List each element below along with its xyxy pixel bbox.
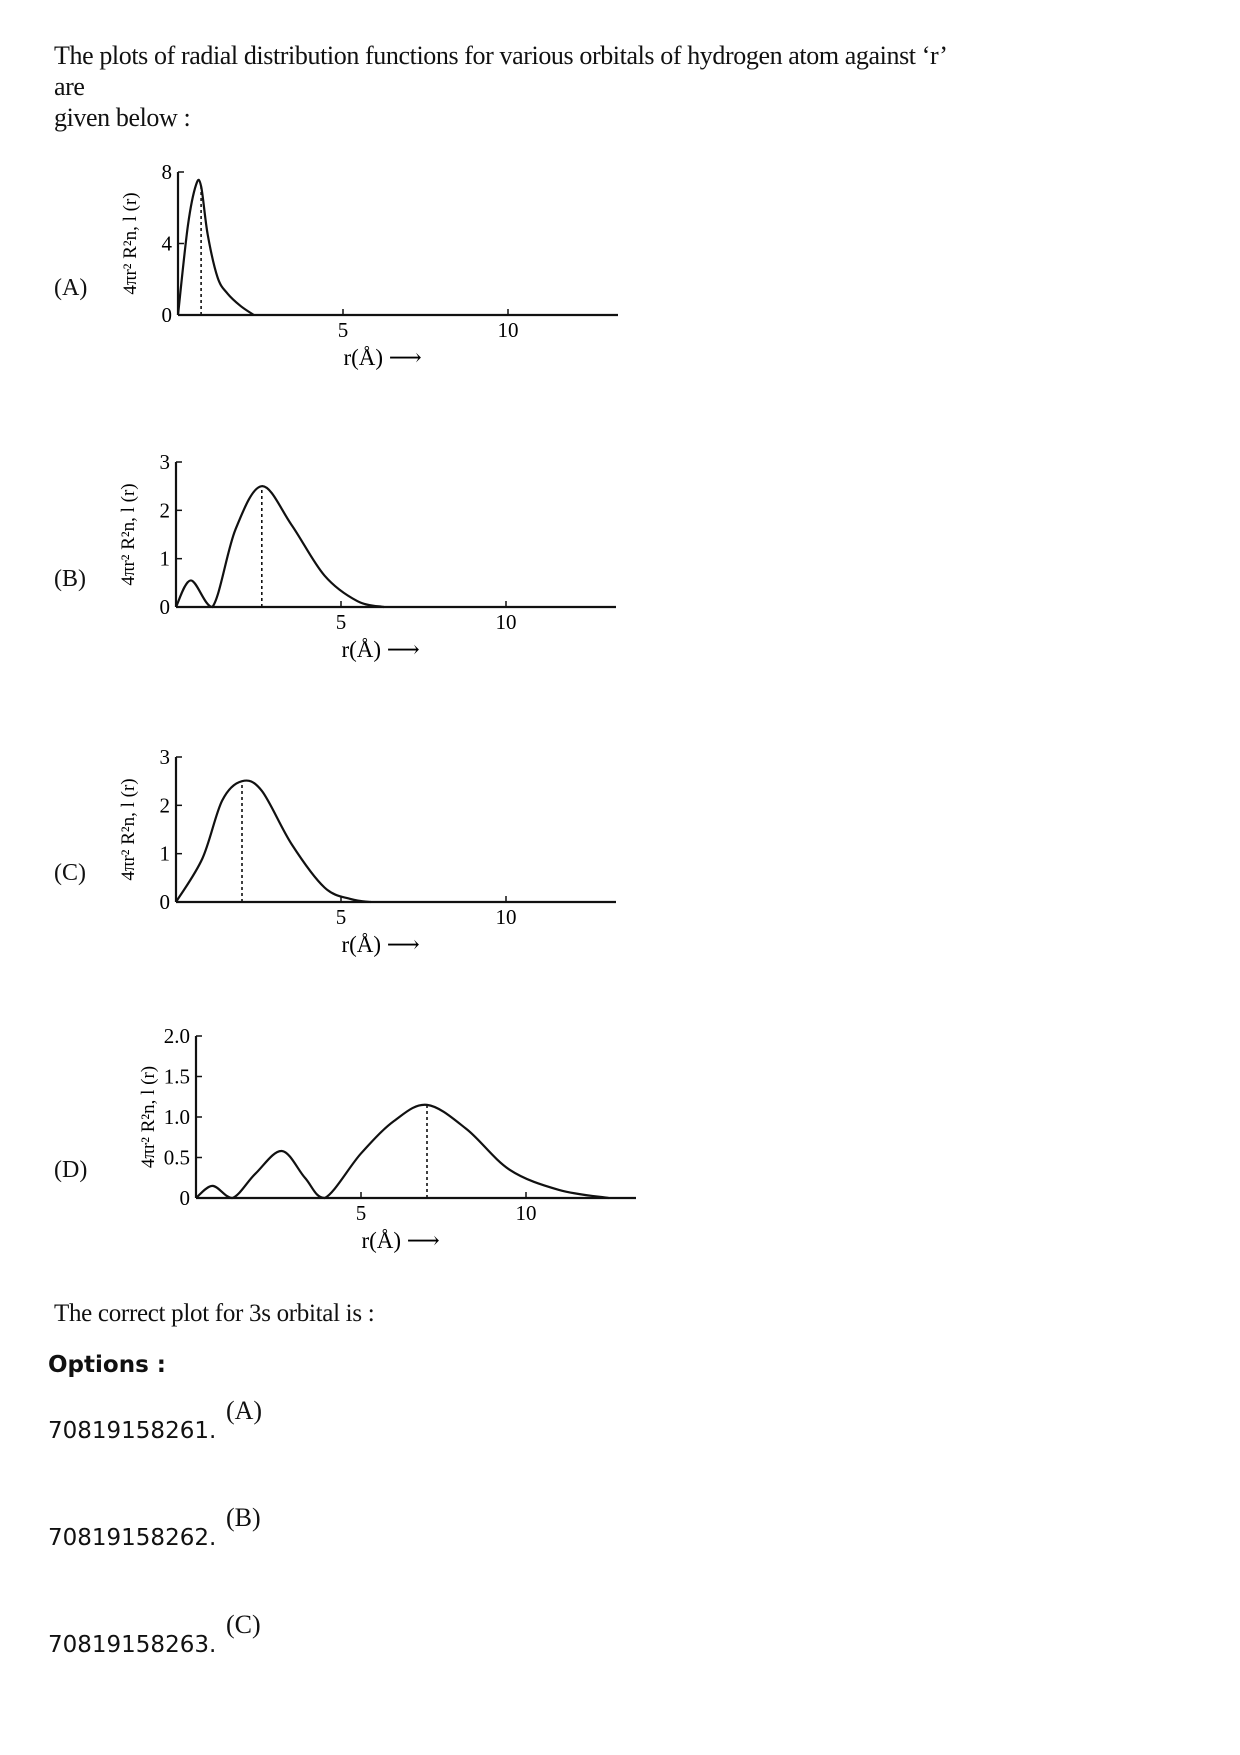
plot-d-y-label: 4πr² R²n, l (r) bbox=[138, 1066, 159, 1168]
plot-b-y-tick-label: 3 bbox=[160, 450, 171, 474]
plot-a-label: (A) bbox=[54, 275, 88, 301]
plot-b-y-tick-label: 0 bbox=[160, 595, 171, 619]
plot-b-y-tick-label: 1 bbox=[160, 547, 171, 571]
plot-b-y-label: 4πr² R²n, l (r) bbox=[120, 483, 139, 585]
plot-d-y-tick-label: 0 bbox=[180, 1186, 191, 1210]
question-intro-line-2: given below : bbox=[54, 103, 191, 132]
plot-d-curve bbox=[195, 1103, 609, 1200]
plot-d-y-tick-label: 1.5 bbox=[164, 1065, 190, 1089]
plot-a-x-label: r(Å) ⟶ bbox=[343, 345, 421, 370]
plot-d-y-tick-label: 2.0 bbox=[164, 1024, 190, 1048]
plot-d-x-tick-label: 5 bbox=[356, 1201, 367, 1225]
plot-d: 2.0 1.5 1.0 0.5 0 5 10 r(Å) ⟶ 4πr² R²n, l (r) bbox=[120, 1020, 660, 1260]
plot-a-y-tick-label: 4 bbox=[162, 232, 173, 256]
plot-c-curve bbox=[175, 779, 371, 904]
plot-b-y-tick-label: 2 bbox=[160, 498, 171, 522]
option-c-value: (C) bbox=[226, 1610, 261, 1639]
question-intro-line-1: The plots of radial distribution functio… bbox=[54, 41, 946, 101]
plot-b-x-tick-label: 10 bbox=[496, 610, 517, 634]
plot-a-y-tick-label: 0 bbox=[162, 303, 173, 327]
option-a-value: (A) bbox=[226, 1396, 263, 1425]
plot-b-label: (B) bbox=[54, 566, 86, 592]
plot-a-x-tick-label: 5 bbox=[338, 318, 349, 342]
plot-c: 3 2 1 0 5 10 r(Å) ⟶ 4πr² R²n, l (r) bbox=[120, 725, 640, 965]
plot-c-x-tick-label: 10 bbox=[496, 905, 517, 929]
plot-d-svg: 2.0 1.5 1.0 0.5 0 5 10 r(Å) ⟶ 4πr² R²n, l (r) bbox=[138, 1024, 636, 1253]
plot-b: 3 2 1 0 5 10 r(Å) ⟶ 4πr² R²n, l (r) bbox=[120, 430, 640, 670]
plot-c-label: (C) bbox=[54, 860, 86, 886]
question-prompt: The correct plot for 3s orbital is : bbox=[54, 1300, 375, 1327]
plot-a-y-label: 4πr² R²n, l (r) bbox=[120, 192, 141, 294]
plot-d-x-tick-label: 10 bbox=[516, 1201, 537, 1225]
plot-d-y-tick-label: 0.5 bbox=[164, 1146, 190, 1170]
plot-a: 8 4 0 5 10 r(Å) ⟶ 4πr² R²n, l (r) bbox=[120, 140, 640, 380]
plot-c-y-tick-label: 0 bbox=[160, 890, 171, 914]
option-b-number: 70819158262. bbox=[48, 1525, 217, 1551]
plot-b-x-tick-label: 5 bbox=[336, 610, 347, 634]
options-heading: Options : bbox=[48, 1352, 166, 1378]
plot-b-curve bbox=[175, 485, 385, 609]
option-c-number: 70819158263. bbox=[48, 1632, 217, 1658]
plot-d-label: (D) bbox=[54, 1157, 88, 1183]
option-b-value: (B) bbox=[226, 1503, 261, 1532]
plot-c-x-label: r(Å) ⟶ bbox=[341, 932, 419, 957]
plot-a-x-tick-label: 10 bbox=[498, 318, 519, 342]
plot-c-y-tick-label: 3 bbox=[160, 745, 171, 769]
plot-c-x-tick-label: 5 bbox=[336, 905, 347, 929]
option-a-number: 70819158261. bbox=[48, 1418, 217, 1444]
question-intro: The plots of radial distribution functio… bbox=[54, 40, 974, 133]
plot-c-y-label: 4πr² R²n, l (r) bbox=[120, 778, 139, 880]
plot-c-y-tick-label: 1 bbox=[160, 842, 171, 866]
plot-c-y-tick-label: 2 bbox=[160, 793, 171, 817]
plot-b-x-label: r(Å) ⟶ bbox=[341, 637, 419, 662]
plot-a-svg: 8 4 0 5 10 r(Å) ⟶ 4πr² R²n, l (r) bbox=[120, 160, 618, 370]
plot-d-y-tick-label: 1.0 bbox=[164, 1105, 190, 1129]
plot-a-curve bbox=[176, 178, 255, 316]
plot-a-y-tick-label: 8 bbox=[162, 160, 173, 184]
plot-d-x-label: r(Å) ⟶ bbox=[361, 1228, 439, 1253]
